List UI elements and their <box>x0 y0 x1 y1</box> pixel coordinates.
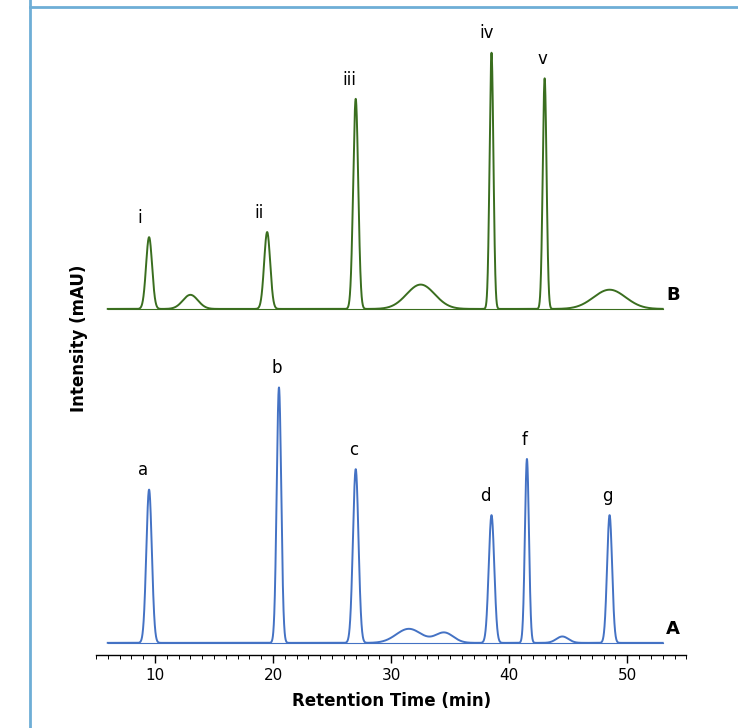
Text: v: v <box>537 50 547 68</box>
Text: f: f <box>522 431 528 448</box>
Text: ii: ii <box>255 204 263 222</box>
Text: c: c <box>349 441 358 459</box>
Text: iv: iv <box>480 25 494 42</box>
Text: a: a <box>138 462 148 479</box>
Text: B: B <box>666 286 680 304</box>
Text: A: A <box>666 620 680 638</box>
X-axis label: Retention Time (min): Retention Time (min) <box>292 692 491 710</box>
Text: g: g <box>602 487 613 505</box>
Text: d: d <box>480 487 491 505</box>
Text: iii: iii <box>343 71 356 89</box>
Text: i: i <box>137 209 142 227</box>
Text: b: b <box>272 359 282 377</box>
Y-axis label: Intensity (mAU): Intensity (mAU) <box>69 265 88 412</box>
